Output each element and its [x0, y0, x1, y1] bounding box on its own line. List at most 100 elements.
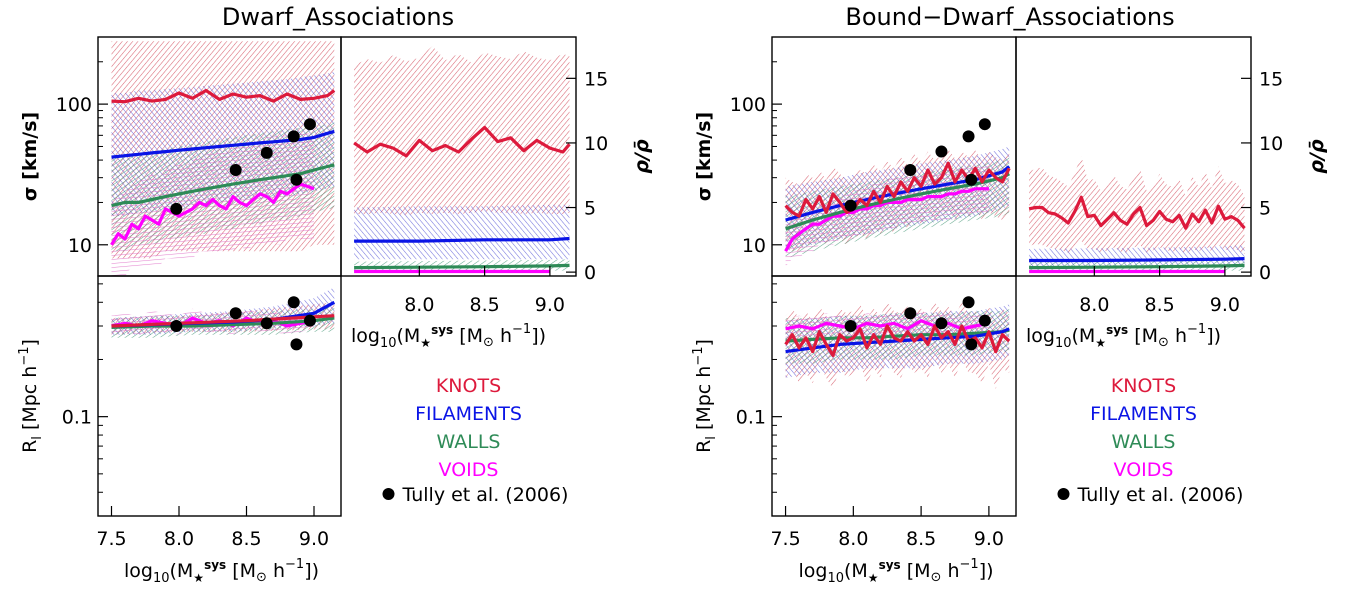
series-line-filaments [354, 236, 570, 243]
x-axis-label: log10(M★sys [M⊙ h−1]) [124, 557, 319, 586]
observed-point [170, 202, 183, 215]
observed-point [287, 296, 300, 309]
rho-axis-label: ρ/ρ̄ [1306, 139, 1328, 174]
observed-point [904, 164, 917, 177]
observed-point [303, 314, 316, 327]
series-line-walls [111, 163, 335, 208]
x-tick-label: 7.5 [96, 528, 126, 550]
rho-tick-label: 5 [1259, 198, 1271, 220]
legend-walls: WALLS [1112, 431, 1176, 453]
rho-tick-label: 15 [1259, 68, 1283, 90]
observed-point [290, 338, 303, 351]
legend-walls: WALLS [437, 431, 501, 453]
chart-title: Dwarf_Associations [222, 3, 454, 31]
panel-rho [1015, 36, 1252, 277]
observed-point [260, 317, 273, 330]
rl-axis-label: Rl [Mpc h−1] [691, 339, 719, 453]
legend-voids: VOIDS [1114, 459, 1174, 481]
legend-observed-marker [1057, 488, 1070, 500]
panel-frame [1015, 36, 1252, 277]
plot-area [784, 146, 1011, 267]
rho-tick-label: 0 [1259, 262, 1271, 284]
observed-point [229, 164, 242, 177]
legend-filaments: FILAMENTS [415, 403, 522, 425]
panel-frame [771, 275, 1017, 517]
x-tick-label: 7.5 [770, 528, 800, 550]
observed-point [978, 314, 991, 327]
panel-frame [340, 36, 577, 277]
x-tick-label: 8.5 [1145, 294, 1175, 316]
observed-point [844, 199, 857, 212]
rl-tick-label: 0.1 [62, 407, 92, 429]
series-line-knots [111, 88, 336, 104]
observed-point [290, 173, 303, 186]
plot-area [111, 287, 336, 338]
series-line-filaments [1029, 257, 1245, 263]
legend-observed-label: Tully et al. (2006) [1077, 484, 1244, 506]
panel-rho [340, 36, 577, 277]
observed-point [904, 307, 917, 320]
rl-axis-label: Rl [Mpc h−1] [17, 339, 45, 453]
x-tick-label: 8.0 [1079, 294, 1109, 316]
x-tick-label: 8.5 [906, 528, 936, 550]
legend-observed-marker [382, 488, 395, 500]
band-knots [1029, 155, 1245, 254]
sigma-axis-label: σ [km/s] [693, 112, 715, 201]
plot-area [1028, 155, 1246, 274]
panel-sigma [97, 36, 342, 277]
rho-tick-label: 5 [584, 198, 596, 220]
band-knots [354, 46, 570, 216]
x-tick-label: 8.0 [164, 528, 194, 550]
legend-knots: KNOTS [436, 375, 501, 397]
sigma-tick-label: 10 [742, 235, 766, 257]
rho-tick-label: 10 [1259, 133, 1283, 155]
x-axis-label: log10(M★sys [M⊙ h−1]) [798, 557, 993, 586]
observed-point [287, 130, 300, 143]
observed-point [978, 118, 991, 131]
x-axis-label-rho: log10(M★sys [M⊙ h−1]) [1026, 322, 1221, 351]
plot-area [353, 46, 571, 274]
observed-point [303, 118, 316, 131]
observed-point [844, 320, 857, 333]
series-line-filaments [111, 129, 335, 159]
series-line-walls [785, 172, 1011, 231]
observed-point [962, 130, 975, 143]
legend-filaments: FILAMENTS [1090, 403, 1197, 425]
series-line-knots [353, 125, 571, 158]
x-tick-label: 9.0 [1210, 294, 1240, 316]
legend-knots: KNOTS [1111, 375, 1176, 397]
band-voids [111, 131, 314, 276]
rl-tick-label: 0.1 [736, 407, 766, 429]
plot-area [110, 41, 336, 276]
observed-point [935, 317, 948, 330]
chart-1: Dwarf_Associations 10 100 0.1 0 5 10 15 7.5 8.0 8.… [17, 3, 653, 586]
observed-point [965, 173, 978, 186]
x-tick-label: 8.5 [231, 528, 261, 550]
rho-tick-label: 15 [584, 68, 608, 90]
sigma-tick-label: 100 [730, 94, 766, 116]
x-tick-label: 8.5 [470, 294, 500, 316]
panel-rl [771, 275, 1017, 517]
x-tick-label: 8.0 [404, 294, 434, 316]
rho-axis-label: ρ/ρ̄ [631, 139, 653, 174]
rho-tick-label: 0 [584, 262, 596, 284]
panel-frame [97, 275, 342, 517]
observed-point [962, 296, 975, 309]
x-tick-label: 9.0 [299, 528, 329, 550]
x-axis-label-rho: log10(M★sys [M⊙ h−1]) [351, 322, 546, 351]
legend-observed-label: Tully et al. (2006) [402, 484, 569, 506]
observed-point [170, 320, 183, 333]
legend-voids: VOIDS [439, 459, 499, 481]
rho-tick-label: 10 [584, 133, 608, 155]
x-tick-label: 9.0 [535, 294, 565, 316]
sigma-tick-label: 100 [56, 94, 92, 116]
sigma-axis-label: σ [km/s] [19, 112, 41, 201]
panel-rl [97, 275, 342, 517]
chart-2: Bound−Dwarf_Associations 10 100 0.1 0 5 10 15 7.… [691, 3, 1328, 586]
observed-point [965, 338, 978, 351]
x-tick-label: 9.0 [974, 528, 1004, 550]
x-tick-label: 8.0 [838, 528, 868, 550]
band-filaments [354, 204, 570, 260]
observed-point [260, 146, 273, 159]
